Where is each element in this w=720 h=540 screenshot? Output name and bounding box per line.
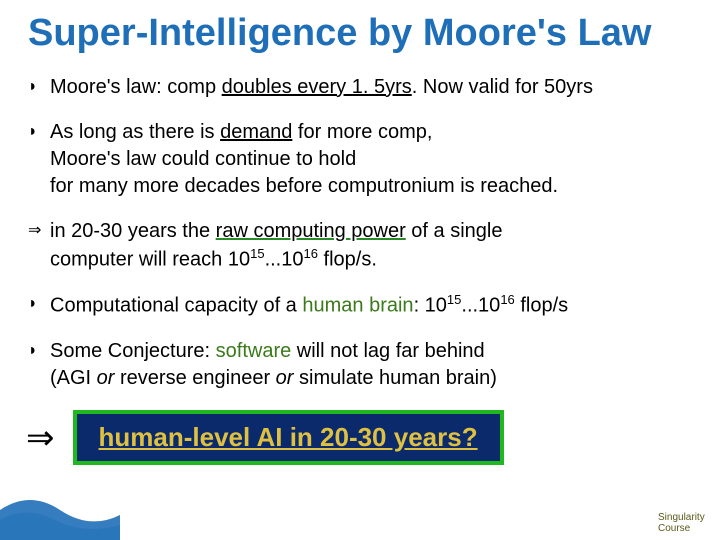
bullet-text: Computational capacity of a xyxy=(50,295,302,317)
bullet-text: raw computing power xyxy=(216,220,406,242)
bullet-text: simulate human brain) xyxy=(293,367,496,389)
bullet-item: ◗As long as there is demand for more com… xyxy=(28,119,692,200)
bullet-text: 16 xyxy=(500,292,514,307)
bullet-text: flop/s. xyxy=(318,248,377,270)
bullet-marker: ◗ xyxy=(28,121,38,143)
bullet-text: reverse engineer xyxy=(114,367,275,389)
slide-title: Super-Intelligence by Moore's Law xyxy=(28,12,692,56)
conclusion-box: human-level AI in 20-30 years? xyxy=(73,410,504,465)
bullet-text: 15 xyxy=(447,292,461,307)
arrow-icon: ⇒ xyxy=(26,418,55,458)
bullet-text: or xyxy=(97,367,115,389)
bullet-text: ...10 xyxy=(265,248,304,270)
bullet-text: doubles every 1. 5yrs xyxy=(222,76,412,98)
bullet-text: . Now valid for 50yrs xyxy=(412,76,593,98)
bullet-text: or xyxy=(276,367,294,389)
bullet-text: Moore's law: comp xyxy=(50,76,222,98)
bullet-item: ⇒in 20-30 years the raw computing power … xyxy=(28,218,692,274)
bullet-text: in 20-30 years the xyxy=(50,220,216,242)
bullet-text: software xyxy=(216,340,292,362)
bullet-marker: ⇒ xyxy=(28,220,41,242)
bullet-marker: ◗ xyxy=(28,340,38,362)
bullet-marker: ◗ xyxy=(28,293,38,315)
bullet-text: human brain xyxy=(302,295,413,317)
bullet-text: ...10 xyxy=(461,295,500,317)
bullet-text: demand xyxy=(220,121,292,143)
bullet-text: 16 xyxy=(303,246,317,261)
bullet-item: ◗ Moore's law: comp doubles every 1. 5yrs… xyxy=(28,74,692,101)
bullet-text: : 10 xyxy=(414,295,447,317)
wave-decoration xyxy=(0,470,120,540)
bullet-marker: ◗ xyxy=(28,76,38,98)
footer-label: Singularity Course xyxy=(658,512,714,534)
bullet-item: ◗Some Conjecture: software will not lag … xyxy=(28,338,692,392)
slide: Super-Intelligence by Moore's Law ◗ Moore… xyxy=(0,0,720,540)
bullet-list: ◗ Moore's law: comp doubles every 1. 5yrs… xyxy=(28,74,692,392)
bullet-text: Some Conjecture: xyxy=(50,340,216,362)
bullet-text: flop/s xyxy=(515,295,568,317)
bullet-item: ◗ Computational capacity of a human brain… xyxy=(28,291,692,320)
bullet-text: As long as there is xyxy=(50,121,220,143)
bullet-text: 15 xyxy=(250,246,264,261)
conclusion-row: ⇒ human-level AI in 20-30 years? xyxy=(28,410,692,465)
